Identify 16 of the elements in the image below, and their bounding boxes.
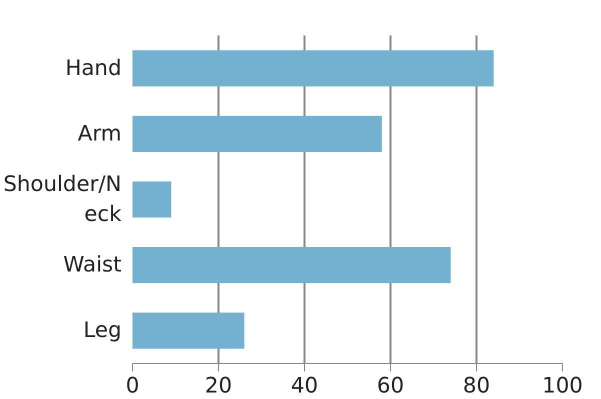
bar	[132, 181, 172, 218]
y-tick-label: Shoulder/Neck	[3, 172, 122, 227]
x-tick-label: 100	[542, 374, 583, 398]
y-tick-label: Arm	[78, 121, 122, 146]
x-tick-label: 20	[204, 374, 232, 398]
bar	[132, 312, 244, 349]
bar	[132, 50, 494, 86]
x-tick-label: 60	[376, 374, 404, 398]
bar	[132, 247, 451, 284]
x-tick-label: 0	[126, 374, 140, 398]
y-tick-label: Waist	[63, 252, 122, 278]
x-tick-label: 80	[462, 374, 490, 398]
y-tick-label: Hand	[65, 56, 122, 81]
bar	[132, 116, 382, 152]
x-tick-label: 40	[290, 374, 318, 398]
y-tick-label: Leg	[83, 318, 122, 344]
